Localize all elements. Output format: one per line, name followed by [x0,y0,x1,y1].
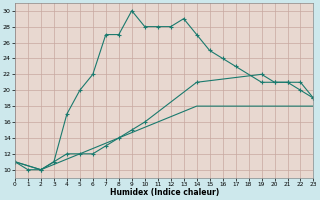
X-axis label: Humidex (Indice chaleur): Humidex (Indice chaleur) [109,188,219,197]
